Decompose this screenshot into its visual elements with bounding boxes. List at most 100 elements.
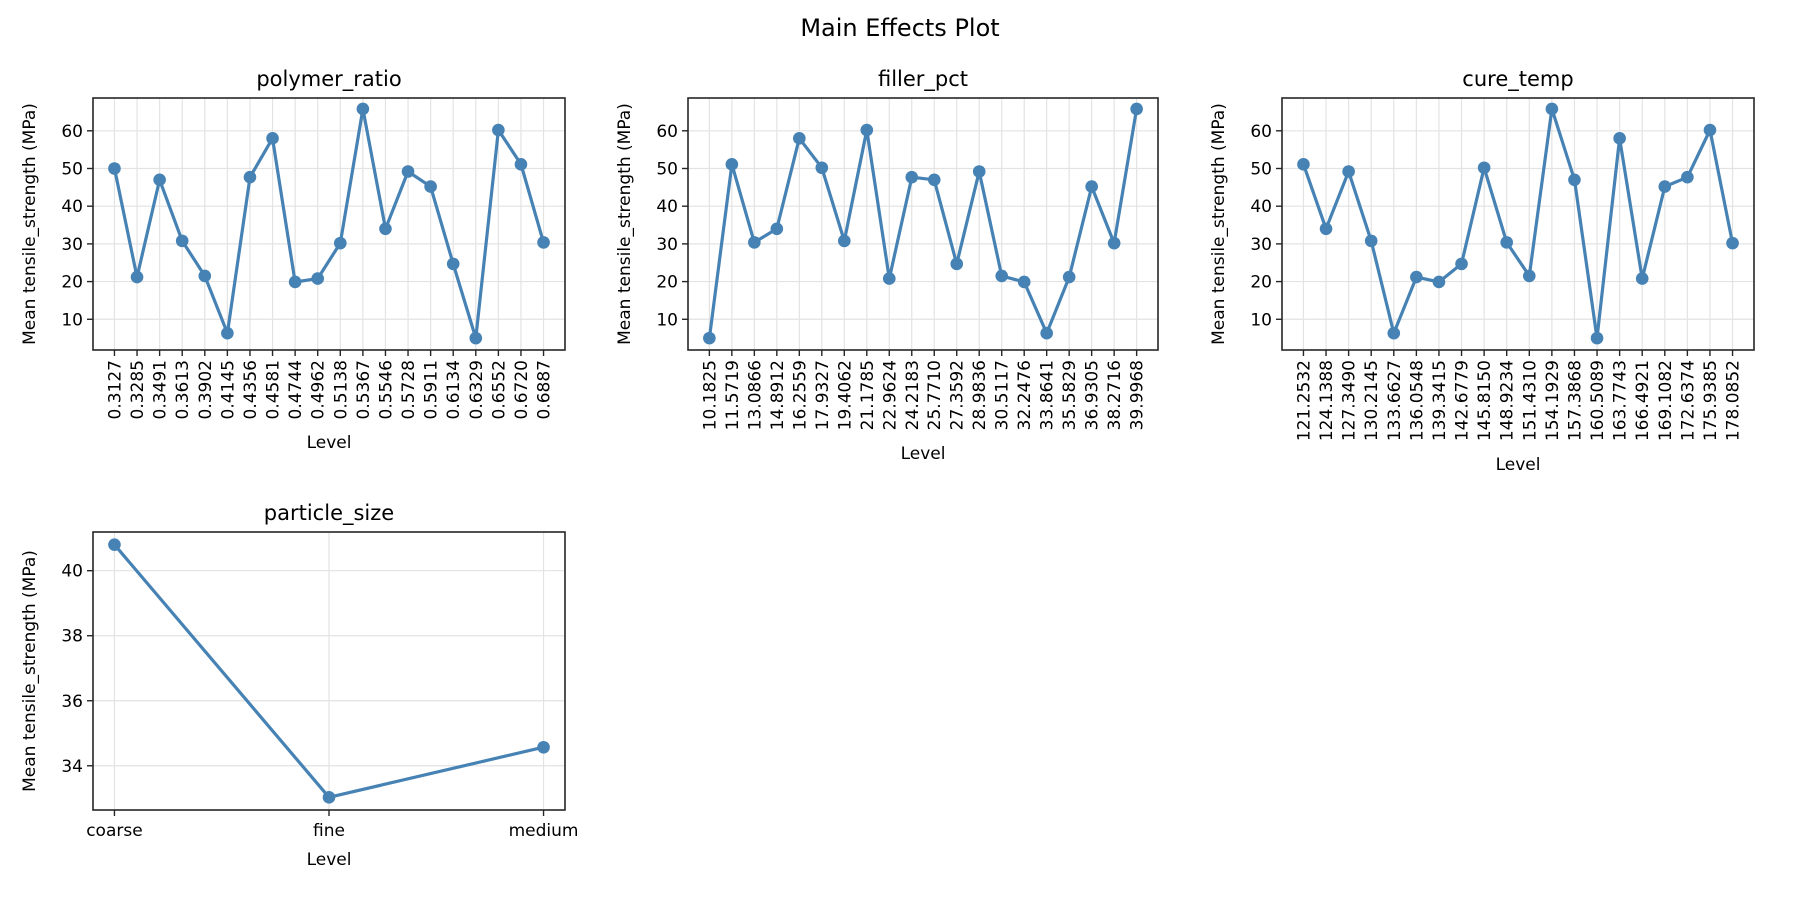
data-point xyxy=(446,257,460,271)
figure-title: Main Effects Plot xyxy=(800,14,999,42)
data-point xyxy=(882,272,896,285)
data-point xyxy=(1545,102,1559,116)
x-tick-label: 0.4145 xyxy=(218,360,238,419)
x-tick-label: 130.2145 xyxy=(1362,360,1382,441)
x-tick-label: 16.2559 xyxy=(790,360,810,430)
data-point xyxy=(1062,270,1076,284)
subplot-title: polymer_ratio xyxy=(256,67,401,92)
x-tick-label: 10.1825 xyxy=(700,360,720,430)
x-tick-label: 151.4310 xyxy=(1520,360,1540,441)
x-axis-label: Level xyxy=(901,444,946,464)
x-tick-label: 0.3491 xyxy=(151,360,171,419)
data-point xyxy=(1085,180,1098,193)
subplots: 0.3127 0.3285 0.3491 0.3613 0.3902 0.4145 0.43… xyxy=(20,67,1755,870)
data-point xyxy=(905,170,919,184)
x-tick-label: 0.4581 xyxy=(264,360,284,419)
series-line xyxy=(707,108,1139,339)
y-tick-label: 50 xyxy=(61,159,83,179)
x-tick-label: coarse xyxy=(86,821,142,841)
data-point xyxy=(537,740,550,754)
data-point xyxy=(130,270,144,284)
data-point xyxy=(514,158,528,171)
x-tick-label: 0.5546 xyxy=(376,360,396,419)
x-tick-label: 127.3490 xyxy=(1340,360,1360,441)
data-point xyxy=(950,257,964,271)
data-point xyxy=(815,161,829,175)
x-tick-label: fine xyxy=(313,821,345,841)
x-tick-label: 172.6374 xyxy=(1678,360,1698,441)
x-tick-label: 11.5719 xyxy=(723,360,743,430)
data-point xyxy=(1726,236,1739,250)
y-tick-label: 40 xyxy=(1250,197,1272,217)
data-point xyxy=(725,158,739,171)
data-point xyxy=(927,173,941,187)
axes-frame xyxy=(92,97,566,351)
data-point xyxy=(1432,275,1446,289)
data-point xyxy=(1455,257,1468,271)
y-tick-label: 30 xyxy=(1250,235,1272,255)
data-point xyxy=(356,102,370,116)
data-point xyxy=(1635,272,1649,285)
data-point xyxy=(703,331,716,345)
y-tick-label: 60 xyxy=(61,122,83,142)
axes-frame xyxy=(1281,97,1755,351)
x-tick-label: 22.9624 xyxy=(880,360,900,430)
data-point xyxy=(424,180,437,193)
x-tick-label: 0.6720 xyxy=(512,360,532,419)
subplot-polymer_ratio: 0.3127 0.3285 0.3491 0.3613 0.3902 0.4145 0.43… xyxy=(20,67,566,453)
x-tick-label: 139.3415 xyxy=(1430,360,1450,441)
data-point xyxy=(770,222,784,236)
data-point xyxy=(1568,173,1581,187)
x-tick-label: 121.2532 xyxy=(1294,360,1314,441)
x-tick-label: 38.2716 xyxy=(1105,360,1125,430)
subplot-title: particle_size xyxy=(264,501,394,526)
x-tick-label: 0.4962 xyxy=(309,360,329,419)
data-point xyxy=(311,272,325,285)
x-tick-label: 124.1388 xyxy=(1317,360,1337,441)
data-point xyxy=(1017,275,1031,289)
x-tick-label: 27.3592 xyxy=(948,360,968,430)
x-tick-label: 0.5138 xyxy=(331,360,351,419)
data-point xyxy=(1410,270,1423,284)
x-tick-label: 0.6134 xyxy=(444,360,464,419)
series-line xyxy=(112,107,546,340)
x-tick-label: 17.9327 xyxy=(813,360,833,430)
data-point xyxy=(1364,234,1378,248)
data-point xyxy=(401,165,415,178)
data-point xyxy=(1130,102,1143,116)
y-tick-label: 20 xyxy=(656,273,678,293)
x-tick-label: 0.5367 xyxy=(354,360,374,419)
x-tick-label: 157.3868 xyxy=(1565,360,1585,441)
data-point xyxy=(288,275,302,289)
x-tick-label: 175.9385 xyxy=(1701,360,1721,441)
y-tick-label: 10 xyxy=(656,310,678,330)
data-point xyxy=(1040,326,1053,340)
data-point xyxy=(108,538,121,551)
y-tick-label: 10 xyxy=(61,310,83,330)
x-tick-label: 0.3285 xyxy=(128,360,148,419)
data-point xyxy=(860,123,874,137)
x-tick-label: 35.5829 xyxy=(1060,360,1080,430)
x-axis-label: Level xyxy=(1496,455,1541,475)
data-point xyxy=(266,132,279,145)
y-axis-label: Mean tensile_strength (MPa) xyxy=(20,103,40,345)
y-tick-label: 40 xyxy=(61,197,83,217)
x-tick-label: 30.5117 xyxy=(993,360,1013,430)
x-tick-label: 33.8641 xyxy=(1038,360,1058,430)
x-tick-label: 0.3902 xyxy=(196,360,216,419)
data-point xyxy=(1107,236,1121,250)
data-point xyxy=(175,234,189,248)
y-tick-label: 34 xyxy=(61,757,83,777)
x-tick-label: 142.6779 xyxy=(1453,360,1473,441)
y-tick-label: 20 xyxy=(61,273,83,293)
y-tick-label: 60 xyxy=(1250,122,1272,142)
data-point xyxy=(492,123,505,137)
y-tick-label: 20 xyxy=(1250,273,1272,293)
x-tick-label: 0.4356 xyxy=(241,360,261,419)
data-point xyxy=(1477,161,1491,175)
x-tick-label: 21.1785 xyxy=(858,360,878,430)
y-tick-label: 40 xyxy=(61,562,83,582)
data-point xyxy=(995,269,1009,283)
